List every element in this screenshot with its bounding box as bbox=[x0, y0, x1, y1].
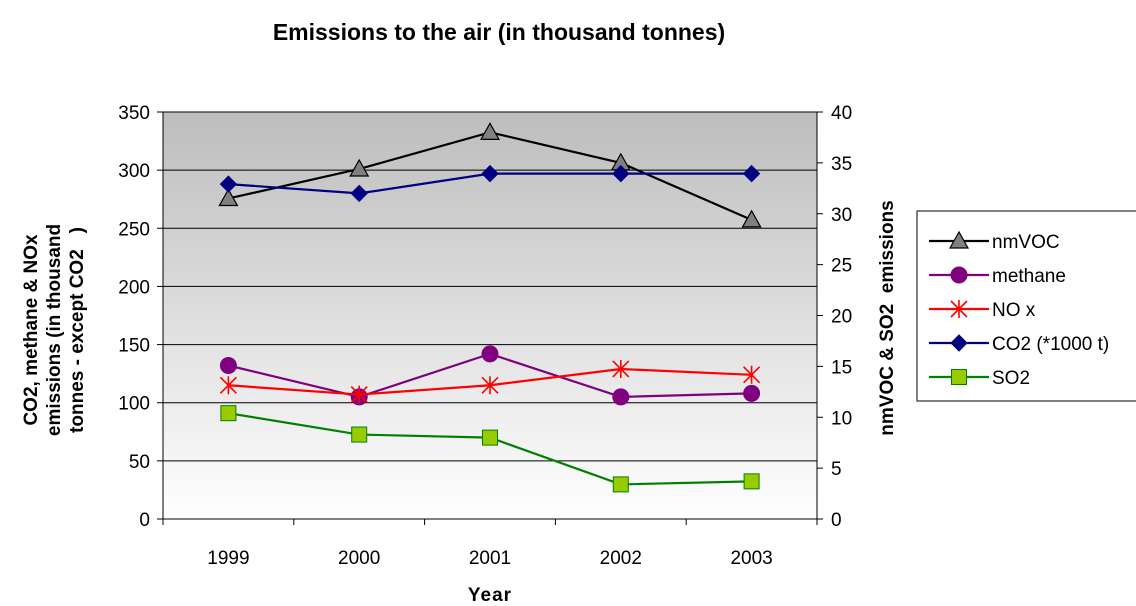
x-tick-label: 2000 bbox=[338, 548, 380, 569]
left-tick-label: 350 bbox=[118, 103, 150, 124]
right-tick-label: 5 bbox=[831, 459, 842, 480]
legend-label: SO2 bbox=[992, 368, 1030, 389]
data-point bbox=[481, 345, 499, 363]
left-axis-title: CO2, methane & NOx emissions (in thousan… bbox=[21, 224, 88, 436]
series-methane bbox=[219, 345, 761, 406]
left-axis-title-line-1: CO2, methane & NOx bbox=[21, 234, 42, 426]
right-tick-label: 25 bbox=[831, 256, 852, 277]
data-point bbox=[351, 426, 368, 443]
x-tick-label: 2001 bbox=[469, 548, 511, 569]
data-point bbox=[219, 357, 237, 375]
legend-item: SO2 bbox=[929, 368, 1030, 389]
legend-marker bbox=[950, 334, 968, 352]
left-tick-label: 0 bbox=[139, 510, 150, 531]
left-axis-title-line-3: tonnes - except CO2 ) bbox=[67, 227, 88, 433]
left-tick-label: 100 bbox=[118, 394, 150, 415]
right-tick-label: 15 bbox=[831, 357, 852, 378]
left-axis-ticks: 0 50 100 150 200 250 300 350 bbox=[118, 103, 163, 531]
legend-item: nmVOC bbox=[929, 230, 1060, 253]
legend-marker bbox=[950, 266, 968, 284]
right-tick-label: 40 bbox=[831, 103, 852, 124]
data-point bbox=[612, 476, 629, 493]
legend-marker bbox=[948, 230, 970, 249]
legend-label: methane bbox=[992, 266, 1066, 287]
legend-item: methane bbox=[929, 266, 1066, 287]
legend-marker bbox=[950, 300, 968, 318]
data-point bbox=[350, 385, 368, 404]
data-point bbox=[612, 164, 630, 183]
data-point bbox=[743, 384, 761, 402]
right-tick-label: 0 bbox=[831, 510, 842, 531]
legend: nmVOC methane NO x CO2 (*1000 t) SO2 bbox=[929, 230, 1109, 389]
right-axis-title-text: nmVOC & SO2 emissions bbox=[877, 200, 898, 435]
x-tick-label: 2003 bbox=[730, 548, 772, 569]
legend-label: CO2 (*1000 t) bbox=[992, 334, 1109, 355]
series-no-x bbox=[219, 359, 761, 404]
x-tick-label: 2002 bbox=[600, 548, 642, 569]
data-point bbox=[350, 184, 368, 203]
legend-label: NO x bbox=[992, 300, 1036, 321]
data-point bbox=[482, 429, 498, 446]
right-tick-label: 35 bbox=[831, 154, 852, 175]
data-point bbox=[481, 376, 499, 395]
series-so2 bbox=[220, 405, 760, 493]
data-point bbox=[612, 388, 630, 406]
data-point bbox=[349, 158, 370, 177]
legend-item: NO x bbox=[929, 300, 1036, 321]
data-point bbox=[741, 209, 762, 228]
right-axis-title: nmVOC & SO2 emissions bbox=[877, 200, 898, 435]
x-axis-ticks: 1999 2000 2001 2002 2003 bbox=[162, 519, 818, 569]
series-layer bbox=[218, 122, 762, 493]
x-tick-label: 1999 bbox=[207, 548, 249, 569]
legend-label: nmVOC bbox=[992, 232, 1060, 253]
left-tick-label: 300 bbox=[118, 161, 150, 182]
legend-marker bbox=[951, 369, 967, 385]
series-co2-1000-t- bbox=[219, 164, 761, 203]
data-point bbox=[743, 473, 760, 490]
right-tick-label: 30 bbox=[831, 205, 852, 226]
right-tick-label: 20 bbox=[831, 307, 852, 328]
left-tick-label: 50 bbox=[129, 452, 150, 473]
data-point bbox=[220, 405, 237, 422]
data-point bbox=[743, 365, 761, 384]
left-tick-label: 250 bbox=[118, 219, 150, 240]
data-point bbox=[218, 188, 239, 207]
legend-item: CO2 (*1000 t) bbox=[929, 334, 1109, 355]
x-axis-title: Year bbox=[468, 585, 512, 606]
data-point bbox=[481, 164, 499, 183]
series-nmvoc bbox=[218, 122, 762, 228]
left-tick-label: 200 bbox=[118, 277, 150, 298]
data-point bbox=[219, 376, 237, 395]
data-point bbox=[479, 122, 501, 140]
left-axis-title-line-2: emissions (in thousand bbox=[44, 224, 65, 436]
data-point bbox=[742, 164, 761, 183]
chart-title: Emissions to the air (in thousand tonnes… bbox=[273, 19, 725, 45]
data-point bbox=[219, 175, 238, 193]
data-point bbox=[612, 359, 630, 378]
left-tick-label: 150 bbox=[118, 336, 150, 357]
right-axis-ticks: 0 5 10 15 20 25 30 35 40 bbox=[817, 103, 852, 531]
right-tick-label: 10 bbox=[831, 408, 852, 429]
